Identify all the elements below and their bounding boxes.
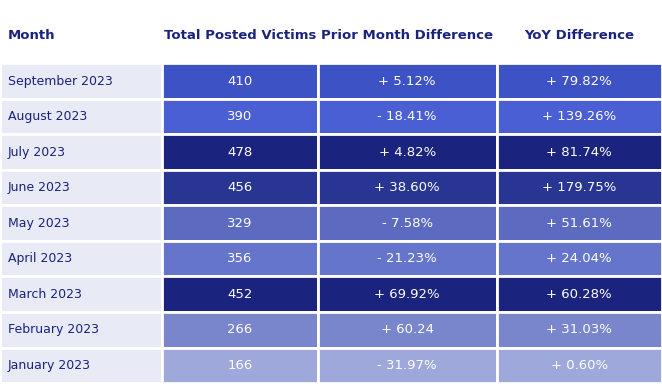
FancyBboxPatch shape [496, 63, 662, 99]
Text: - 18.41%: - 18.41% [377, 110, 437, 123]
Text: July 2023: July 2023 [8, 146, 66, 159]
Text: + 51.61%: + 51.61% [546, 217, 612, 230]
FancyBboxPatch shape [162, 276, 318, 312]
Text: + 24.04%: + 24.04% [546, 252, 612, 265]
FancyBboxPatch shape [496, 170, 662, 205]
FancyBboxPatch shape [162, 63, 318, 99]
FancyBboxPatch shape [496, 241, 662, 276]
FancyBboxPatch shape [496, 205, 662, 241]
FancyBboxPatch shape [162, 241, 318, 276]
Text: + 38.60%: + 38.60% [374, 181, 440, 194]
Text: May 2023: May 2023 [8, 217, 70, 230]
FancyBboxPatch shape [318, 63, 496, 99]
FancyBboxPatch shape [496, 312, 662, 348]
Text: + 0.60%: + 0.60% [551, 359, 608, 372]
FancyBboxPatch shape [0, 8, 162, 63]
Text: + 81.74%: + 81.74% [546, 146, 612, 159]
FancyBboxPatch shape [0, 241, 162, 276]
FancyBboxPatch shape [318, 170, 496, 205]
FancyBboxPatch shape [496, 276, 662, 312]
Text: 329: 329 [227, 217, 253, 230]
FancyBboxPatch shape [318, 8, 496, 63]
Text: + 5.12%: + 5.12% [379, 74, 436, 88]
FancyBboxPatch shape [162, 99, 318, 134]
FancyBboxPatch shape [162, 348, 318, 383]
Text: - 31.97%: - 31.97% [377, 359, 437, 372]
FancyBboxPatch shape [318, 134, 496, 170]
Text: September 2023: September 2023 [8, 74, 113, 88]
Text: + 79.82%: + 79.82% [546, 74, 612, 88]
FancyBboxPatch shape [318, 348, 496, 383]
Text: + 139.26%: + 139.26% [542, 110, 616, 123]
FancyBboxPatch shape [162, 8, 318, 63]
FancyBboxPatch shape [0, 276, 162, 312]
Text: + 31.03%: + 31.03% [546, 323, 612, 336]
FancyBboxPatch shape [318, 276, 496, 312]
Text: April 2023: April 2023 [8, 252, 72, 265]
FancyBboxPatch shape [162, 205, 318, 241]
FancyBboxPatch shape [0, 348, 162, 383]
Text: August 2023: August 2023 [8, 110, 87, 123]
Text: + 179.75%: + 179.75% [542, 181, 616, 194]
Text: 390: 390 [227, 110, 253, 123]
FancyBboxPatch shape [496, 99, 662, 134]
FancyBboxPatch shape [0, 205, 162, 241]
FancyBboxPatch shape [162, 170, 318, 205]
Text: Month: Month [8, 29, 56, 42]
FancyBboxPatch shape [0, 63, 162, 99]
Text: 266: 266 [227, 323, 253, 336]
FancyBboxPatch shape [162, 312, 318, 348]
Text: January 2023: January 2023 [8, 359, 91, 372]
FancyBboxPatch shape [0, 312, 162, 348]
Text: + 60.24: + 60.24 [381, 323, 434, 336]
Text: 478: 478 [227, 146, 253, 159]
Text: June 2023: June 2023 [8, 181, 71, 194]
FancyBboxPatch shape [162, 134, 318, 170]
FancyBboxPatch shape [496, 8, 662, 63]
Text: 452: 452 [227, 288, 253, 301]
Text: Total Posted Victims: Total Posted Victims [164, 29, 316, 42]
FancyBboxPatch shape [0, 170, 162, 205]
FancyBboxPatch shape [318, 205, 496, 241]
Text: 356: 356 [227, 252, 253, 265]
Text: 410: 410 [227, 74, 253, 88]
Text: 166: 166 [227, 359, 253, 372]
Text: 456: 456 [227, 181, 253, 194]
FancyBboxPatch shape [496, 134, 662, 170]
FancyBboxPatch shape [318, 99, 496, 134]
Text: - 7.58%: - 7.58% [381, 217, 433, 230]
Text: + 4.82%: + 4.82% [379, 146, 436, 159]
Text: February 2023: February 2023 [8, 323, 99, 336]
Text: - 21.23%: - 21.23% [377, 252, 437, 265]
FancyBboxPatch shape [318, 241, 496, 276]
FancyBboxPatch shape [496, 348, 662, 383]
Text: March 2023: March 2023 [8, 288, 82, 301]
FancyBboxPatch shape [0, 134, 162, 170]
FancyBboxPatch shape [0, 99, 162, 134]
Text: YoY Difference: YoY Difference [524, 29, 634, 42]
Text: Prior Month Difference: Prior Month Difference [321, 29, 493, 42]
Text: + 60.28%: + 60.28% [546, 288, 612, 301]
FancyBboxPatch shape [318, 312, 496, 348]
Text: + 69.92%: + 69.92% [374, 288, 440, 301]
